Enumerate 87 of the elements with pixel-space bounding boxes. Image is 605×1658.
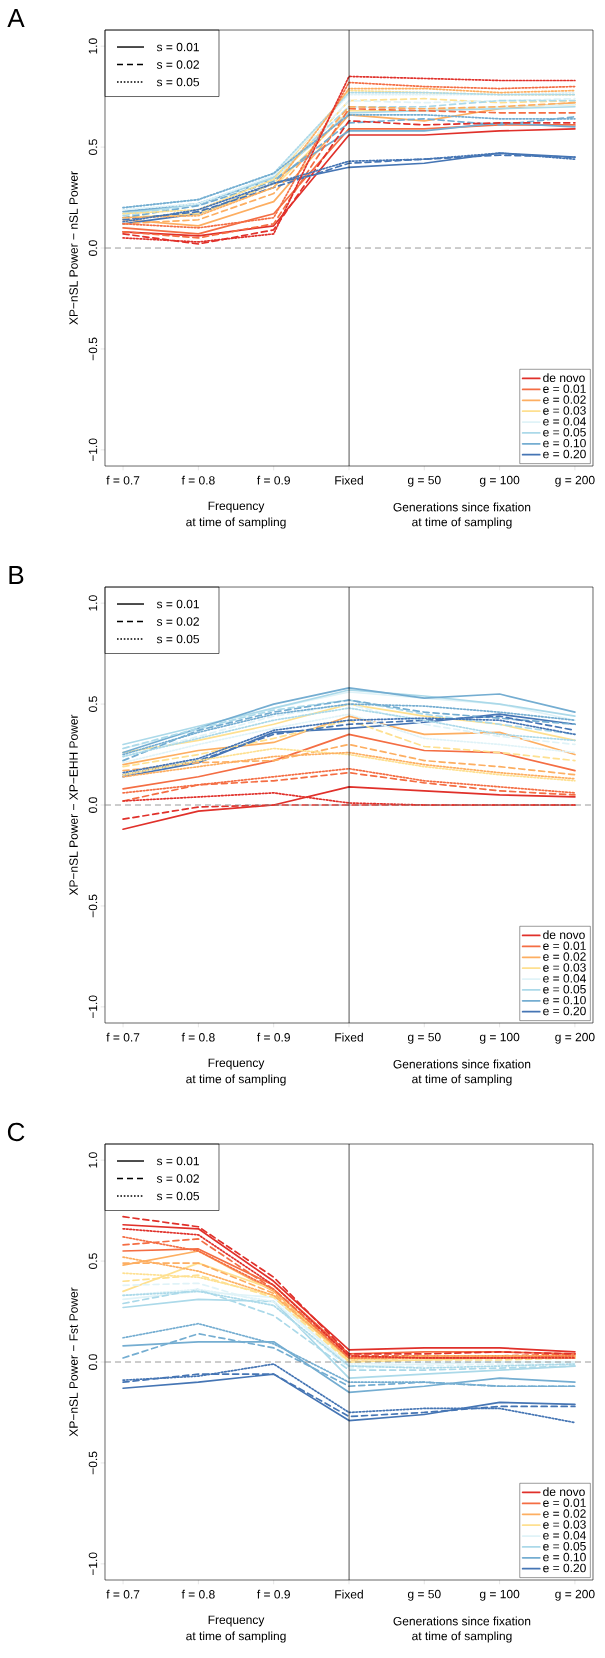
legend-label: e = 0.05	[543, 428, 586, 437]
x-tick-label: f = 0.9	[257, 1589, 290, 1599]
legend-label: e = 0.03	[543, 406, 586, 415]
chart-title: A	[7, 9, 25, 27]
annotation: s = 0.01	[156, 1156, 199, 1166]
annotation: s = 0.02	[156, 1174, 199, 1183]
legend-label: de novo	[543, 1487, 585, 1497]
annotation: s = 0.05	[156, 77, 200, 87]
legend-label: e = 0.20	[543, 1006, 586, 1016]
legend-label: e = 0.05	[543, 1541, 586, 1551]
y-axis-title: XP−nSL Power − Fst Power	[69, 1287, 78, 1437]
x-tick-label: g = 200	[555, 475, 595, 487]
legend-label: de novo	[543, 930, 585, 940]
y-axis-title: XP−nSL Power − nSL Power	[69, 171, 78, 325]
legend-label: e = 0.10	[543, 1552, 586, 1562]
legend-label: e = 0.01	[543, 1498, 586, 1507]
annotation: s = 0.05	[156, 1191, 200, 1201]
text: Generations since fixation	[393, 1616, 531, 1626]
annotation: s = 0.05	[156, 634, 200, 644]
x-tick-label: f = 0.8	[181, 1032, 215, 1042]
legend-label: e = 0.02	[543, 395, 586, 404]
text: at time of sampling	[412, 517, 512, 529]
y-tick-label: 0.5	[88, 139, 98, 155]
legend-label: e = 0.02	[543, 1509, 586, 1518]
x-tick-label: g = 50	[407, 475, 441, 487]
x-tick-label: f = 0.9	[257, 1032, 290, 1042]
y-tick-label: 0.0	[88, 240, 98, 256]
text: at time of sampling	[186, 1074, 286, 1086]
chart-title: B	[9, 566, 24, 584]
y-tick-label: −0.5	[88, 894, 98, 918]
x-tick-label: Fixed	[335, 1589, 363, 1599]
y-tick-label: 1.0	[88, 38, 98, 54]
legend-label: e = 0.10	[543, 995, 586, 1005]
x-tick-label: f = 0.7	[106, 475, 140, 485]
y-tick-label: 1.0	[88, 1152, 98, 1168]
legend-label: e = 0.04	[543, 974, 586, 983]
x-tick-label: g = 200	[555, 1589, 595, 1601]
text: at time of sampling	[412, 1631, 512, 1643]
legend-label: e = 0.03	[543, 1520, 586, 1529]
y-tick-label: −1.0	[88, 995, 98, 1019]
legend-label: e = 0.20	[543, 1563, 586, 1573]
x-tick-label: g = 100	[479, 1589, 520, 1601]
y-axis-title: XP−nSL Power − XP−EHH Power	[69, 714, 78, 896]
y-tick-label: −0.5	[88, 1451, 98, 1475]
text: Frequency	[208, 1058, 265, 1070]
legend-label: e = 0.03	[543, 963, 586, 972]
x-tick-label: f = 0.7	[106, 1032, 140, 1042]
annotation: s = 0.02	[156, 60, 199, 69]
chart-title: C	[7, 1122, 25, 1142]
x-tick-label: f = 0.8	[181, 475, 215, 485]
legend-label: e = 0.02	[543, 952, 586, 961]
text: Generations since fixation	[393, 502, 531, 512]
legend-label: e = 0.20	[543, 449, 586, 459]
x-tick-label: g = 50	[407, 1032, 441, 1044]
y-tick-label: −1.0	[88, 438, 98, 462]
annotation: s = 0.01	[156, 599, 199, 609]
y-tick-label: −1.0	[88, 1552, 98, 1576]
y-tick-label: 0.0	[88, 797, 98, 813]
text: Generations since fixation	[393, 1059, 531, 1069]
text: Frequency	[208, 501, 265, 513]
y-tick-label: 0.5	[88, 1253, 98, 1269]
y-tick-label: −0.5	[88, 337, 98, 361]
text: at time of sampling	[186, 1631, 286, 1643]
x-tick-label: Fixed	[335, 1032, 363, 1042]
legend-label: e = 0.01	[543, 384, 586, 393]
x-tick-label: f = 0.7	[106, 1589, 140, 1599]
annotation: s = 0.01	[156, 42, 199, 52]
legend-label: e = 0.05	[543, 985, 586, 994]
legend-label: de novo	[543, 373, 585, 383]
x-tick-label: f = 0.9	[257, 475, 290, 485]
y-tick-label: 1.0	[88, 595, 98, 611]
legend-label: e = 0.04	[543, 1531, 586, 1540]
text: at time of sampling	[412, 1074, 512, 1086]
y-tick-label: 0.5	[88, 696, 98, 712]
text: Frequency	[208, 1615, 265, 1627]
x-tick-label: Fixed	[335, 475, 363, 485]
x-tick-label: f = 0.8	[181, 1589, 215, 1599]
x-tick-label: g = 200	[555, 1032, 595, 1044]
legend-label: e = 0.01	[543, 941, 586, 950]
x-tick-label: g = 100	[479, 475, 520, 487]
y-tick-label: 0.0	[88, 1354, 98, 1370]
text: at time of sampling	[186, 517, 286, 529]
x-tick-label: g = 100	[479, 1032, 520, 1044]
legend-label: e = 0.04	[543, 417, 586, 426]
legend-label: e = 0.10	[543, 438, 586, 448]
x-tick-label: g = 50	[407, 1589, 441, 1601]
annotation: s = 0.02	[156, 617, 199, 626]
